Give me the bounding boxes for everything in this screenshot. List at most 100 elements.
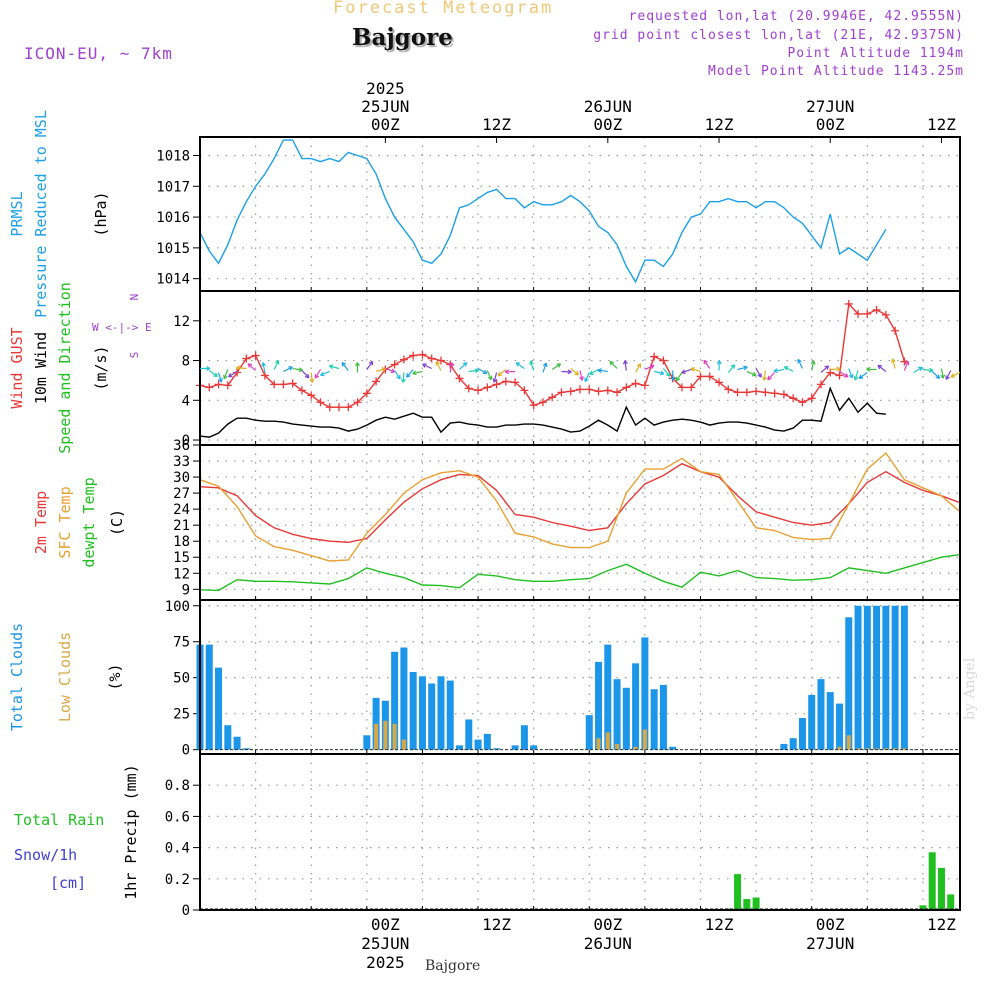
panel-label: [cm] xyxy=(50,874,86,892)
gust-marker xyxy=(316,398,325,407)
top-time-label: 26JUN xyxy=(584,97,632,116)
gust-marker xyxy=(613,388,622,397)
wind-arrow xyxy=(609,360,618,369)
bar-total-clouds xyxy=(882,605,890,750)
wind-arrow xyxy=(755,368,762,378)
bar-total-rain xyxy=(928,852,936,910)
wind-arrow-head xyxy=(928,367,934,373)
bar-total-clouds xyxy=(465,719,473,750)
wind-arrow-head xyxy=(567,369,572,375)
bar-total-clouds xyxy=(437,676,445,750)
wind-arrow-head xyxy=(670,376,676,381)
wind-arrow-head xyxy=(236,365,241,371)
wind-arrow-head xyxy=(945,375,950,380)
wind-arrow xyxy=(497,369,507,377)
bottom-time-label: 27JUN xyxy=(806,934,854,953)
wind-arrow xyxy=(262,362,266,373)
gust-marker xyxy=(761,388,770,397)
wind-arrow-head xyxy=(584,377,589,383)
wind-arrow xyxy=(922,368,933,372)
gust-marker xyxy=(205,383,214,392)
gust-marker xyxy=(520,386,529,395)
wind-arrow xyxy=(767,372,776,381)
bottom-time-label: 2025 xyxy=(366,953,405,972)
bar-total-clouds xyxy=(604,644,612,750)
wind-arrow xyxy=(314,369,322,379)
gust-marker xyxy=(557,388,566,397)
gust-marker xyxy=(816,380,825,389)
bar-total-clouds xyxy=(363,735,371,750)
wind-arrow xyxy=(273,360,280,370)
gust-marker xyxy=(779,390,788,399)
gust-marker xyxy=(705,372,714,381)
gust-marker xyxy=(881,310,890,319)
bar-total-clouds xyxy=(641,637,649,750)
bar-total-clouds xyxy=(474,739,482,750)
gust-marker xyxy=(789,394,798,403)
wind-arrow xyxy=(486,370,492,380)
gust-marker xyxy=(724,385,733,394)
wind-arrow xyxy=(746,370,757,376)
wind-arrow xyxy=(406,369,414,378)
gust-marker xyxy=(260,371,269,380)
y-tick-label: 4 xyxy=(182,393,190,409)
bar-total-clouds xyxy=(650,689,658,750)
y-tick-label: 0.8 xyxy=(165,778,190,794)
model-point-altitude: Model Point Altitude 1143.25m xyxy=(708,64,964,79)
gust-marker xyxy=(640,381,649,390)
panel-label: SFC Temp xyxy=(56,486,74,558)
wind-arrow-head xyxy=(400,378,406,383)
bar-total-clouds xyxy=(205,644,213,750)
gust-marker xyxy=(538,398,547,407)
wind-arrow-head xyxy=(247,363,253,368)
gust-marker xyxy=(603,386,612,395)
compass-south: S xyxy=(128,352,141,359)
bar-total-clouds xyxy=(798,718,806,750)
wind-arrow-head xyxy=(261,362,266,367)
y-tick-label: 24 xyxy=(173,502,190,518)
wind-arrow-head xyxy=(935,374,941,379)
bar-total-clouds xyxy=(613,679,621,750)
gust-marker xyxy=(288,379,297,388)
wind-arrow-head xyxy=(314,374,320,379)
wind-arrow xyxy=(584,372,590,382)
bar-total-clouds xyxy=(428,683,436,750)
y-tick-label: 36 xyxy=(173,438,190,454)
wind-arrow-head xyxy=(309,378,315,383)
gust-marker xyxy=(362,389,371,398)
y-tick-label: 100 xyxy=(165,599,190,615)
y-tick-label: 1014 xyxy=(156,272,190,288)
bar-low-clouds xyxy=(633,746,638,750)
wind-arrow-head xyxy=(836,366,841,372)
wind-arrow-head xyxy=(406,372,411,378)
wind-arrow xyxy=(223,369,229,380)
wind-arrow-head xyxy=(757,373,762,378)
bar-low-clouds xyxy=(401,739,406,750)
wind-arrow xyxy=(394,370,401,380)
wind-arrow xyxy=(950,371,961,378)
y-tick-label: 0.4 xyxy=(165,841,190,857)
wind-arrow-head xyxy=(213,372,218,378)
wind-arrow xyxy=(763,370,766,381)
wind-arrow-head xyxy=(304,373,310,379)
bar-total-clouds xyxy=(483,733,491,750)
gust-marker xyxy=(390,360,399,369)
wind-arrow xyxy=(662,368,671,377)
wind-arrow xyxy=(589,368,599,375)
wind-arrow xyxy=(681,368,692,374)
requested-coordinates: requested lon,lat (20.9946E, 42.9555N) xyxy=(628,9,964,24)
wind-arrow xyxy=(422,363,432,370)
gust-marker xyxy=(548,393,557,402)
panel-label: Speed and Direction xyxy=(56,282,74,454)
wind-arrow-head xyxy=(609,360,615,366)
wind-arrow-head xyxy=(462,361,468,367)
wind-arrow xyxy=(945,370,952,380)
bar-low-clouds xyxy=(883,748,888,750)
gust-marker xyxy=(297,386,306,395)
wind-arrow-head xyxy=(681,369,686,375)
wind-arrow xyxy=(435,361,442,371)
top-time-label: 00Z xyxy=(816,115,845,134)
bottom-time-label: 25JUN xyxy=(361,934,409,953)
